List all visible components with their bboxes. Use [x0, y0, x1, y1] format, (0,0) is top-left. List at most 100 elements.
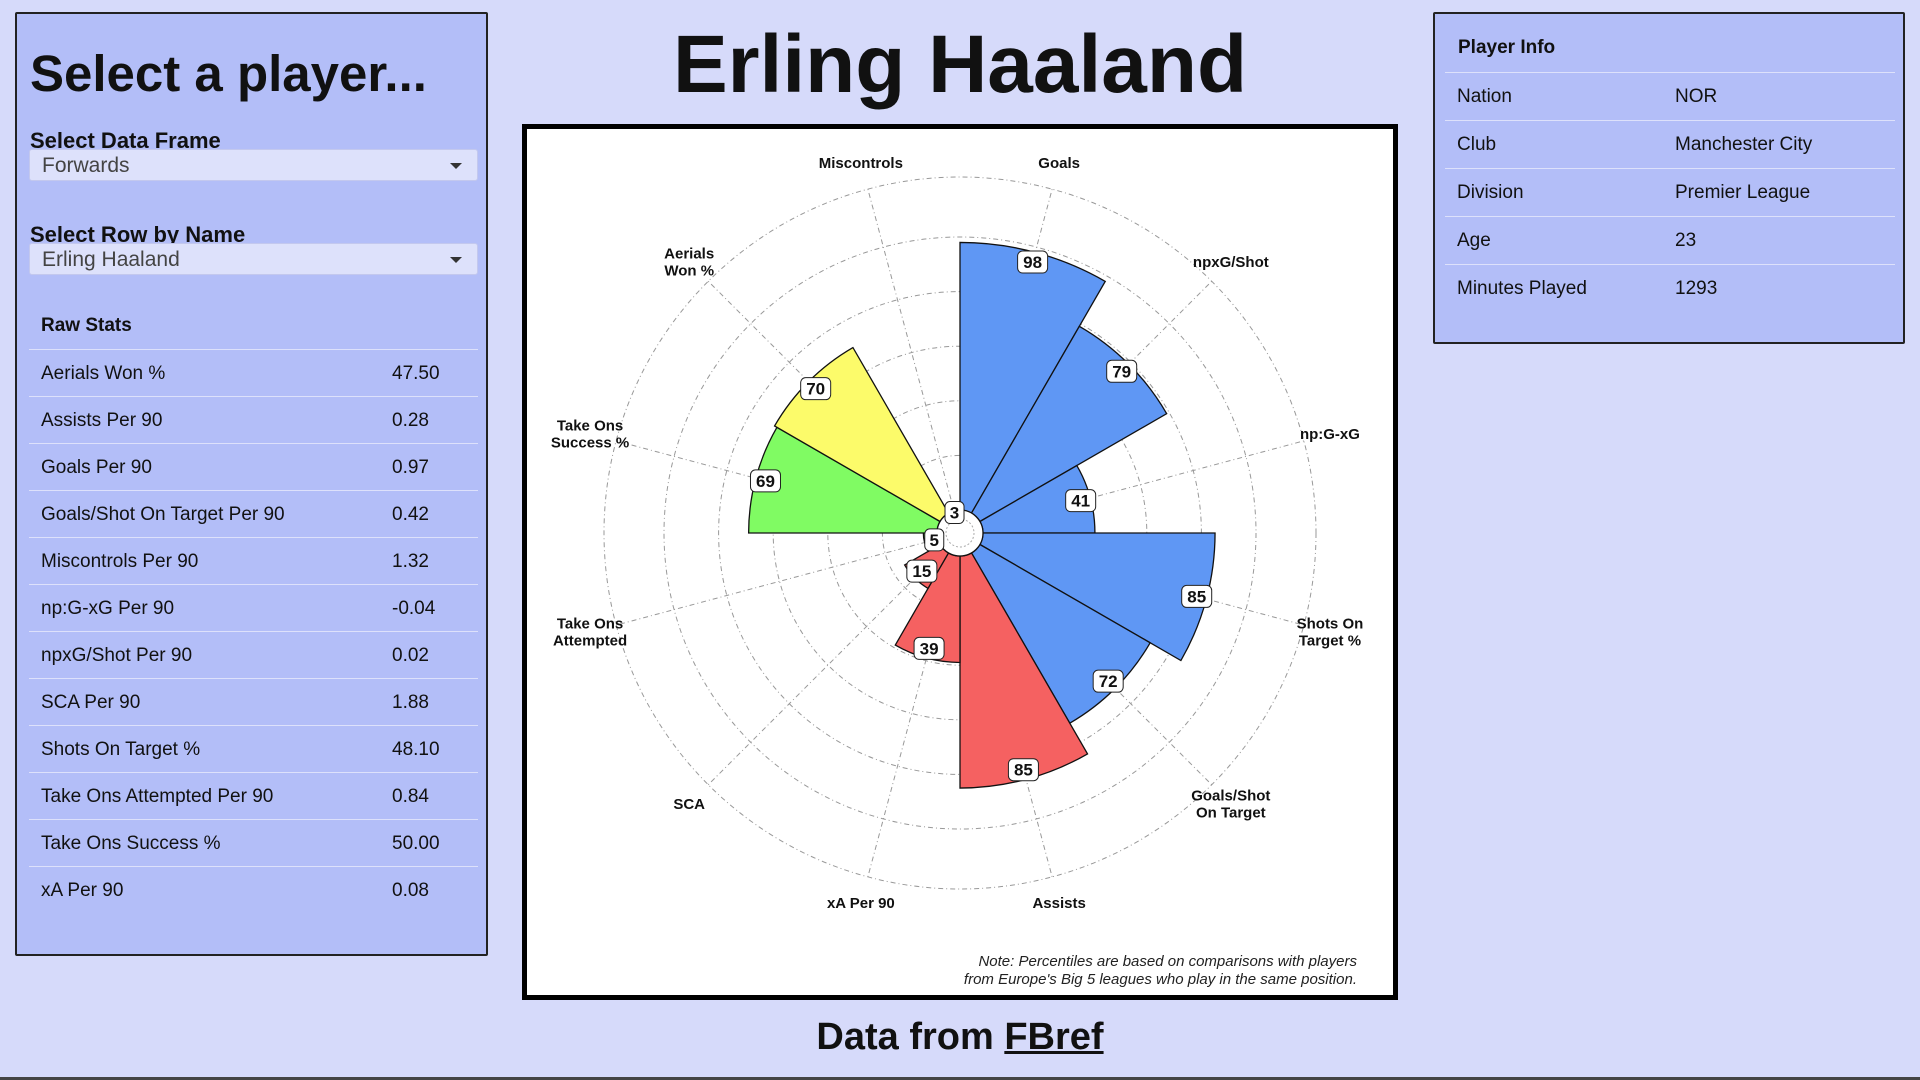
- grid-spoke: [616, 440, 938, 528]
- row-value: 50.00: [392, 833, 440, 854]
- data-source-footer: Data from FBref: [520, 1016, 1400, 1059]
- category-label: Attempted: [553, 633, 627, 650]
- grid-spoke: [982, 440, 1304, 528]
- table-row: Miscontrols Per 90 1.32: [29, 537, 478, 584]
- player-name-title: Erling Haaland: [672, 19, 1248, 110]
- row-label: Goals Per 90: [41, 457, 152, 478]
- category-label: Take Ons: [557, 616, 623, 633]
- value-label: 79: [1112, 362, 1131, 381]
- table-row: Goals/Shot On Target Per 90 0.42: [29, 490, 478, 537]
- grid-ring-outer: [603, 176, 1317, 890]
- grid-spoke: [982, 538, 1304, 626]
- row-value: Manchester City: [1675, 134, 1813, 155]
- table-row: npxG/Shot Per 90 0.02: [29, 631, 478, 678]
- table-row: Take Ons Attempted Per 90 0.84: [29, 772, 478, 819]
- row-label: xA Per 90: [41, 880, 124, 901]
- row-value: 0.08: [392, 880, 429, 901]
- grid-spoke: [707, 280, 945, 518]
- value-label: 3: [950, 504, 959, 523]
- category-label: xA Per 90: [827, 895, 895, 912]
- row-label: Aerials Won %: [41, 363, 166, 384]
- data-frame-select[interactable]: Forwards: [29, 149, 478, 181]
- row-label: npxG/Shot Per 90: [41, 645, 193, 666]
- row-value: Premier League: [1675, 182, 1811, 203]
- category-label: Goals/Shot: [1191, 787, 1270, 804]
- grid-ring: [663, 236, 1257, 830]
- value-badge: 72: [1092, 669, 1124, 693]
- row-label: Minutes Played: [1457, 278, 1587, 299]
- row-value: 0.28: [392, 410, 429, 431]
- row-label: Division: [1457, 182, 1524, 203]
- player-select-panel: Select a player... Select Data Frame For…: [15, 12, 488, 956]
- player-row-select[interactable]: Erling Haaland: [29, 243, 478, 275]
- row-label: Nation: [1457, 86, 1512, 107]
- table-row: xA Per 90 0.08: [29, 866, 478, 913]
- value-badge: 41: [1065, 489, 1097, 513]
- category-label: Take Ons: [557, 417, 623, 434]
- value-label: 72: [1099, 672, 1118, 691]
- fbref-link[interactable]: FBref: [1004, 1016, 1104, 1058]
- category-label: np:G-xG: [1300, 426, 1360, 443]
- category-label: Target %: [1299, 633, 1361, 650]
- row-value: 23: [1675, 230, 1697, 251]
- grid-spoke: [965, 189, 1053, 511]
- table-row: np:G-xG Per 90 -0.04: [29, 584, 478, 631]
- row-value: 0.02: [392, 645, 429, 666]
- value-badge: 85: [1181, 584, 1213, 608]
- grid-spoke: [975, 280, 1213, 518]
- player-info-panel: Player Info Nation NOR Club Manchester City…: [1433, 12, 1905, 344]
- value-label: 5: [930, 531, 939, 550]
- value-label: 39: [920, 639, 939, 658]
- value-badge: 98: [1017, 250, 1049, 274]
- category-label: On Target: [1196, 804, 1266, 821]
- table-row: Shots On Target % 48.10: [29, 725, 478, 772]
- value-label: 70: [806, 380, 825, 399]
- grid-spoke: [707, 548, 945, 786]
- value-badge: 69: [749, 469, 781, 493]
- value-badge: 70: [800, 377, 832, 401]
- value-badge: 15: [906, 559, 938, 583]
- raw-stats-table: Aerials Won % 47.50 Assists Per 90 0.28 Goal…: [29, 349, 478, 913]
- category-label: Miscontrols: [819, 155, 903, 172]
- row-value: 1.32: [392, 551, 429, 572]
- row-label: SCA Per 90: [41, 692, 141, 713]
- table-row: Club Manchester City: [1445, 120, 1895, 168]
- value-badge: 5: [924, 528, 945, 552]
- table-row: Assists Per 90 0.28: [29, 396, 478, 443]
- raw-stats-title: Raw Stats: [41, 315, 132, 336]
- row-label: np:G-xG Per 90: [41, 598, 175, 619]
- row-value: NOR: [1675, 86, 1718, 107]
- value-label: 69: [756, 472, 775, 491]
- row-value: 47.50: [392, 363, 440, 384]
- row-label: Shots On Target %: [41, 739, 201, 760]
- row-value: 48.10: [392, 739, 440, 760]
- data-frame-label: Select Data Frame: [30, 128, 221, 153]
- table-row: Age 23: [1445, 216, 1895, 264]
- row-label: Miscontrols Per 90: [41, 551, 199, 572]
- chart-note: Note: Percentiles are based on compariso…: [963, 953, 1357, 988]
- category-label: Won %: [664, 263, 714, 280]
- value-badge: 39: [913, 636, 945, 660]
- category-label: Shots On: [1297, 616, 1364, 633]
- category-label: npxG/Shot: [1193, 254, 1269, 271]
- category-label: Assists: [1032, 895, 1085, 912]
- player-row-value: Erling Haaland: [42, 248, 180, 271]
- table-row: Division Premier League: [1445, 168, 1895, 216]
- grid-spoke: [616, 538, 938, 626]
- chevron-down-icon: [450, 257, 462, 263]
- value-label: 85: [1187, 587, 1206, 606]
- value-badge: 79: [1106, 359, 1138, 383]
- row-label: Take Ons Success %: [41, 833, 221, 854]
- table-row: SCA Per 90 1.88: [29, 678, 478, 725]
- table-row: Nation NOR: [1445, 72, 1895, 120]
- table-row: Aerials Won % 47.50: [29, 349, 478, 396]
- row-value: 1.88: [392, 692, 429, 713]
- row-label: Take Ons Attempted Per 90: [41, 786, 274, 807]
- value-label: 15: [912, 562, 931, 581]
- row-select-label: Select Row by Name: [30, 222, 246, 247]
- pizza-chart: 98 79 41 85 72 85 39 15 5 69 70 3 Goals npxG/Shot np:G…: [522, 124, 1398, 1000]
- value-badge: 3: [944, 501, 965, 525]
- category-label: Success %: [551, 434, 629, 451]
- row-label: Club: [1457, 134, 1497, 155]
- row-label: Age: [1457, 230, 1491, 251]
